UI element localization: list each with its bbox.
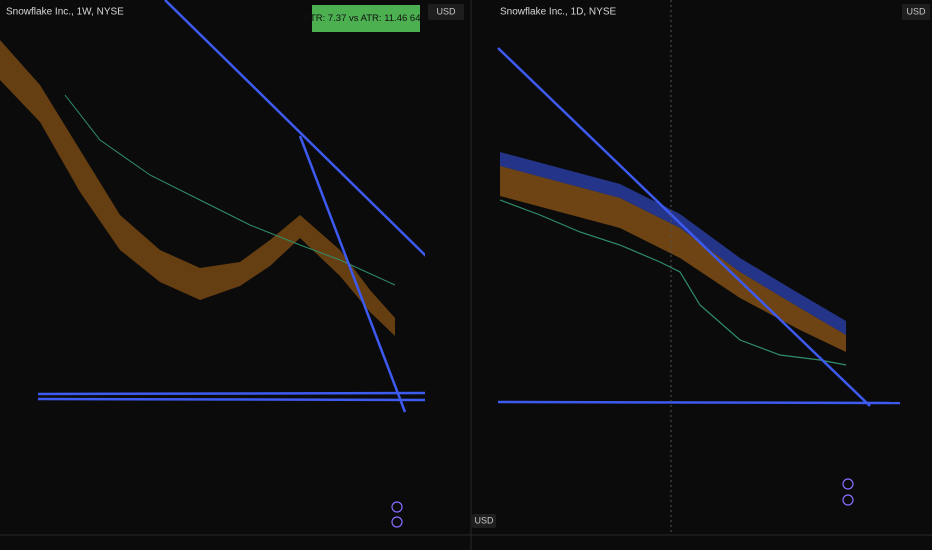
ema-line — [499, 199, 847, 366]
currency-label: USD — [436, 6, 456, 16]
trend-line — [164, 0, 429, 259]
trend-lines — [37, 0, 901, 413]
trend-line — [298, 135, 407, 413]
trend-line — [37, 397, 426, 402]
icon[interactable] — [842, 494, 854, 506]
icon[interactable] — [391, 516, 403, 528]
ema-ribbon — [0, 40, 395, 336]
currency-button[interactable] — [428, 4, 464, 20]
icon[interactable] — [391, 501, 403, 513]
price-axis — [425, 0, 472, 550]
ema-ribbon-blue — [500, 152, 846, 335]
indicator-box — [312, 5, 420, 32]
icon[interactable] — [842, 478, 854, 490]
ema-ribbon — [500, 166, 846, 352]
icons — [391, 478, 854, 528]
currency-button[interactable] — [902, 4, 930, 20]
chart-title: Snowflake Inc., 1D, NYSE — [500, 7, 616, 18]
ema-line — [64, 94, 396, 286]
indicator-label: DTR: 7.37 vs ATR: 11.46 64% — [303, 13, 429, 24]
currency-label: USD — [474, 515, 494, 525]
trend-line — [497, 47, 871, 407]
chart-title: Snowflake Inc., 1W, NYSE — [6, 7, 124, 18]
price-axis — [900, 0, 932, 550]
trend-line — [37, 391, 426, 396]
currency-button[interactable] — [472, 514, 496, 528]
currency-label: USD — [906, 6, 926, 16]
trend-line — [497, 400, 901, 405]
